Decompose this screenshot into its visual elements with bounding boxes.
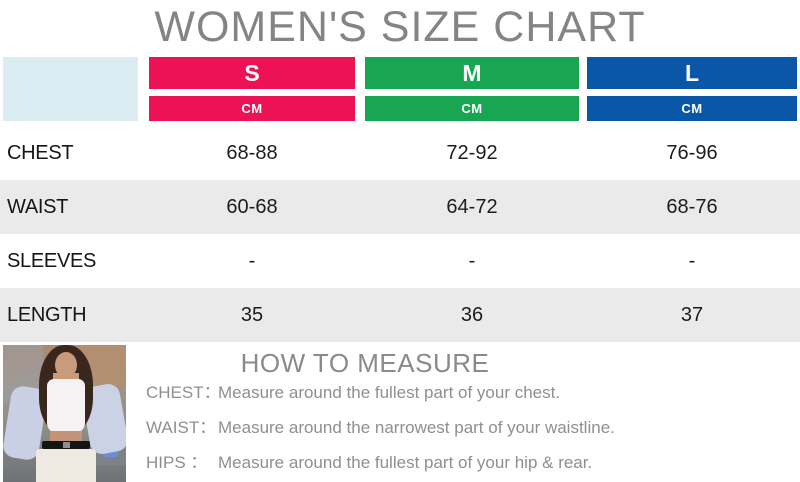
size-header-l: L <box>587 57 797 89</box>
cell-chest-m: 72-92 <box>446 142 498 164</box>
cell-chest-l: 76-96 <box>666 142 718 164</box>
model-photo <box>3 345 126 482</box>
row-label: WAIST <box>7 196 69 218</box>
row-label: SLEEVES <box>7 250 97 272</box>
photo-tank-top <box>47 379 85 433</box>
size-header-m: M <box>365 57 579 89</box>
photo-pants <box>36 449 96 482</box>
unit-header-m: CM <box>365 96 579 121</box>
cell-sleeves-s: - <box>248 250 256 272</box>
cell-length-m: 36 <box>460 304 484 326</box>
unit-header-s: CM <box>149 96 355 121</box>
measure-instruction-waist: WAIST： Measure around the narrowest part … <box>146 418 615 438</box>
cell-chest-s: 68-88 <box>226 142 278 164</box>
measure-label: WAIST： <box>146 418 217 437</box>
photo-midriff <box>50 431 82 443</box>
unit-header-l: CM <box>587 96 797 121</box>
measure-text: Measure around the narrowest part of you… <box>218 418 615 437</box>
cell-length-l: 37 <box>680 304 704 326</box>
row-label: LENGTH <box>7 304 87 326</box>
row-label: CHEST <box>7 142 74 164</box>
table-row-chest: CHEST 68-88 72-92 76-96 <box>0 126 800 180</box>
page-title: WOMEN'S SIZE CHART <box>154 3 646 51</box>
measure-instruction-chest: CHEST：Measure around the fullest part of… <box>146 383 560 403</box>
measure-instruction-hips: HIPS ： Measure around the fullest part of… <box>146 453 592 473</box>
cell-sleeves-m: - <box>468 250 476 272</box>
photo-belt-buckle <box>63 442 70 448</box>
cell-waist-m: 64-72 <box>446 196 498 218</box>
size-header-s: S <box>149 57 355 89</box>
table-corner-cell <box>3 57 138 121</box>
table-row-waist: WAIST 60-68 64-72 68-76 <box>0 180 800 234</box>
measure-text: Measure around the fullest part of your … <box>218 383 561 402</box>
photo-face <box>55 352 77 378</box>
photo-phone <box>103 451 118 457</box>
cell-waist-l: 68-76 <box>666 196 718 218</box>
measure-label: CHEST： <box>146 383 221 402</box>
cell-waist-s: 60-68 <box>226 196 278 218</box>
measure-text: Measure around the fullest part of your … <box>218 453 593 472</box>
measure-label: HIPS ： <box>146 453 208 472</box>
how-to-measure-heading: HOW TO MEASURE <box>240 348 490 378</box>
table-row-length: LENGTH 35 36 37 <box>0 288 800 342</box>
cell-length-s: 35 <box>240 304 264 326</box>
cell-sleeves-l: - <box>688 250 696 272</box>
table-row-sleeves: SLEEVES - - - <box>0 234 800 288</box>
